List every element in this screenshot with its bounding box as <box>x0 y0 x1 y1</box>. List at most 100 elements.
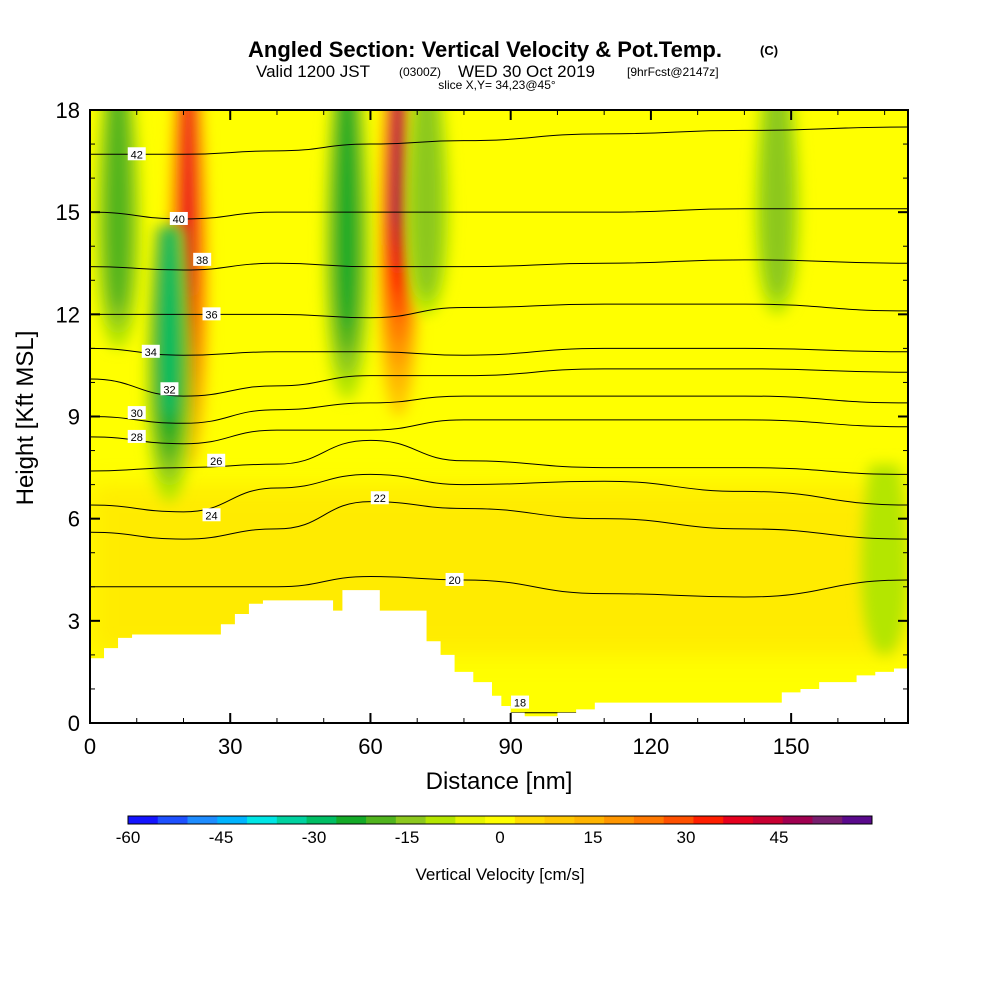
terrain-shape <box>90 590 908 723</box>
valid-prefix: Valid 1200 JST <box>256 62 370 81</box>
feature-level <box>106 110 130 311</box>
contour-labels: 18 20 22 24 26 28 30 32 34 36 38 40 42 <box>127 147 530 710</box>
contour-label-bg <box>511 695 530 709</box>
contour-label-bg <box>169 211 188 225</box>
colorbar-segment <box>782 816 813 824</box>
terrain-mask <box>90 590 908 723</box>
y-tick-label: 12 <box>56 302 80 327</box>
colorbar-segment <box>187 816 218 824</box>
contour-label: 22 <box>374 493 386 505</box>
colorbar-label: Vertical Velocity [cm/s] <box>415 865 584 884</box>
contour-label: 32 <box>163 384 175 396</box>
isentrope-30 <box>90 395 908 424</box>
colorbar-segment <box>366 816 397 824</box>
contour-label-bg <box>127 147 146 161</box>
contour-label-bg <box>207 453 226 467</box>
valid-zulu: (0300Z) <box>399 65 441 79</box>
contour-label-bg <box>193 252 212 266</box>
contour-label: 20 <box>448 575 460 587</box>
slice-info: slice X,Y= 34,23@45° <box>438 78 556 92</box>
contour-label: 42 <box>131 149 143 161</box>
feature-downdraft-3 <box>323 110 371 400</box>
colorbar-segment <box>842 816 873 824</box>
valid-forecast: [9hrFcst@2147z] <box>627 65 719 79</box>
colorbar-tick-label: -15 <box>395 828 420 847</box>
x-axis-label: Distance [nm] <box>426 768 573 795</box>
colorbar-tick-label: 0 <box>495 828 504 847</box>
contour-label: 28 <box>131 432 143 444</box>
feature-downdraft-5 <box>403 110 450 315</box>
colorbar-tick-label: 45 <box>770 828 789 847</box>
isentrope-40 <box>90 208 908 220</box>
colorbar-segment <box>544 816 575 824</box>
vertical-velocity-field <box>90 110 908 723</box>
colorbar-segment <box>455 816 486 824</box>
colorbar-segment <box>514 816 546 824</box>
contour-label: 40 <box>173 214 185 226</box>
chart-title-unit: (C) <box>760 43 778 58</box>
isentrope-26 <box>90 439 908 475</box>
feature-level <box>762 110 793 298</box>
isentrope-22 <box>90 501 908 540</box>
contour-label-bg <box>370 491 389 505</box>
colorbar-segment <box>336 816 367 824</box>
feature-level <box>392 110 405 226</box>
chart-title: Angled Section: Vertical Velocity & Pot.… <box>248 37 722 62</box>
feature-level <box>337 110 357 330</box>
colorbar-tick-label: 30 <box>677 828 696 847</box>
isentrope-34 <box>90 347 908 356</box>
isentrope-42 <box>90 126 908 155</box>
colorbar-segment <box>604 816 635 824</box>
y-tick-label: 15 <box>56 200 80 225</box>
contour-label: 18 <box>514 698 526 710</box>
colorbar-segment <box>812 816 843 824</box>
x-tick-label: 150 <box>773 734 810 759</box>
contour-label-bg <box>160 382 179 396</box>
isentrope-38 <box>90 259 908 271</box>
colorbar-segment <box>276 816 308 824</box>
colorbar-segment <box>574 816 605 824</box>
y-tick-label: 9 <box>68 405 80 430</box>
x-tick-label: 30 <box>218 734 242 759</box>
colorbar-segment <box>485 816 516 824</box>
colorbar-segment <box>247 816 278 824</box>
contour-label: 34 <box>145 347 157 359</box>
contour-label-bg <box>127 429 146 443</box>
colorbar-segment <box>425 816 456 824</box>
y-tick-label: 3 <box>68 609 80 634</box>
contour-label-bg <box>202 307 221 321</box>
colorbar-segment <box>693 816 724 824</box>
contour-label: 24 <box>205 510 217 522</box>
y-tick-label: 6 <box>68 507 80 532</box>
feature-level <box>411 110 442 298</box>
colorbar-segment <box>128 816 159 824</box>
contour-label: 36 <box>205 309 217 321</box>
feature-level <box>160 226 179 420</box>
contour-label: 38 <box>196 255 208 267</box>
x-tick-label: 90 <box>498 734 522 759</box>
x-tick-label: 60 <box>358 734 382 759</box>
colorbar: -60 -45 -30 -15 0 15 30 45 <box>116 815 873 847</box>
x-tick-label: 0 <box>84 734 96 759</box>
colorbar-tick-label: 15 <box>584 828 603 847</box>
contour-label-bg <box>141 344 160 358</box>
colorbar-segment <box>633 816 665 824</box>
colorbar-tick-label: -45 <box>209 828 234 847</box>
colorbar-segment <box>395 816 427 824</box>
feature-level <box>861 464 908 655</box>
isentrope-28 <box>90 419 908 445</box>
contour-label: 26 <box>210 456 222 468</box>
contour-label: 30 <box>131 408 143 420</box>
y-axis-label: Height [Kft MSL] <box>12 331 39 506</box>
isentrope-32 <box>90 368 908 397</box>
colorbar-segment <box>157 816 189 824</box>
colorbar-segment <box>663 816 694 824</box>
y-tick-label: 0 <box>68 711 80 736</box>
colorbar-segment <box>306 816 337 824</box>
colorbar-segment <box>723 816 754 824</box>
contour-label-bg <box>202 508 221 522</box>
feature-downdraft-4 <box>94 110 142 349</box>
contour-label-bg <box>445 572 464 586</box>
